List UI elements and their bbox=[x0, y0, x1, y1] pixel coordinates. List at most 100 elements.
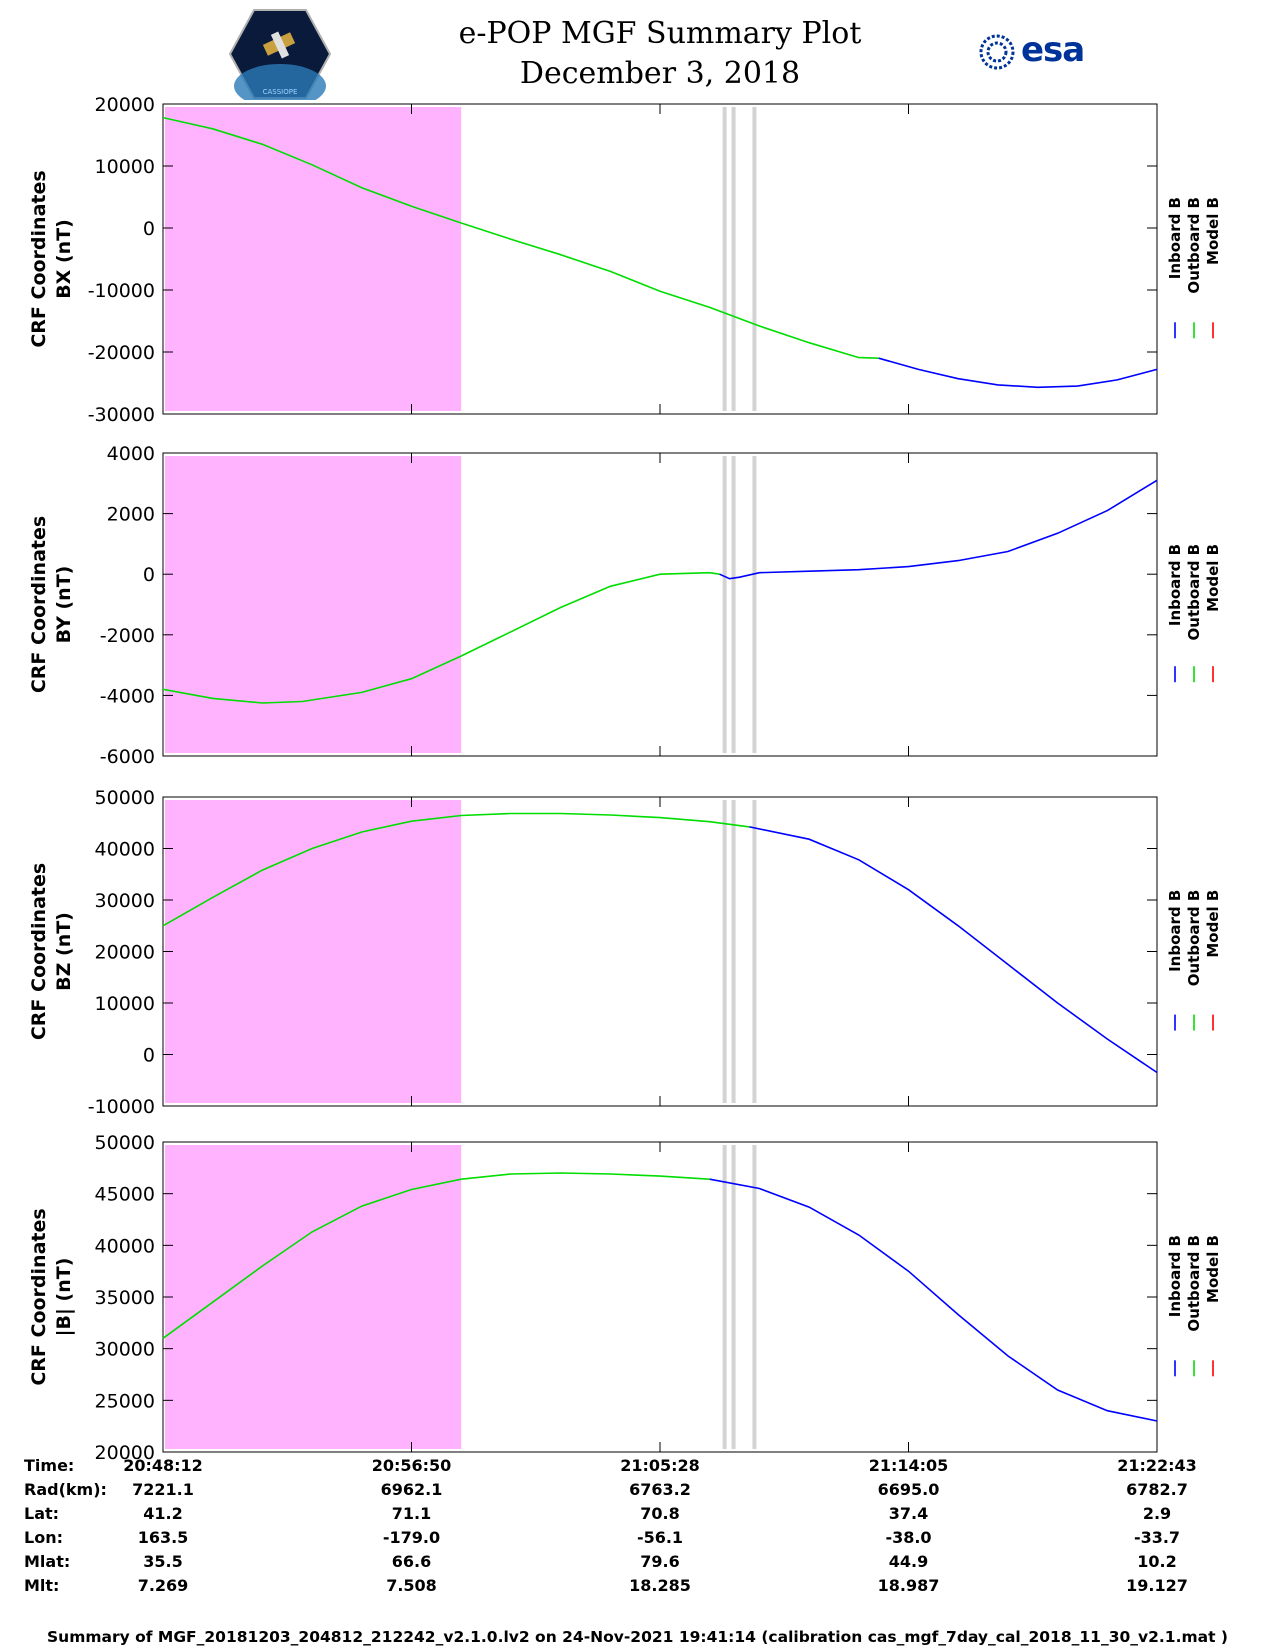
y-axis-label: CRF Coordinates bbox=[28, 863, 50, 1040]
series-line-inboard-b bbox=[878, 357, 1158, 389]
table-cell: 66.6 bbox=[391, 1552, 432, 1571]
table-cell: 20:48:12 bbox=[123, 1456, 203, 1475]
legend-label: Outboard B bbox=[1185, 890, 1203, 987]
y-tick-label: 50000 bbox=[95, 1132, 155, 1154]
data-gap-bar bbox=[731, 456, 736, 753]
table-cell: 6763.2 bbox=[629, 1480, 691, 1499]
table-cell: -33.7 bbox=[1133, 1528, 1181, 1547]
y-tick-label: 45000 bbox=[95, 1184, 155, 1206]
y-tick-label: 30000 bbox=[95, 890, 155, 912]
data-gap-bar bbox=[752, 800, 757, 1103]
panel-2: 4000 2000 0 -2000 -4000 -6000 CRF Coordinates B… bbox=[28, 443, 1222, 768]
series-line-outboard-b bbox=[162, 571, 720, 704]
y-tick-label: 50000 bbox=[95, 787, 155, 809]
table-cell: 37.4 bbox=[888, 1504, 929, 1523]
table-cell: -38.0 bbox=[885, 1528, 932, 1547]
y-tick-label: 35000 bbox=[95, 1287, 155, 1309]
legend-label: Inboard B bbox=[1166, 544, 1184, 626]
series-line-outboard-b bbox=[162, 812, 750, 927]
data-gap-bar bbox=[731, 107, 736, 411]
y-tick-label: -4000 bbox=[100, 685, 155, 707]
cassiope-logo-text: CASSIOPE bbox=[263, 88, 298, 96]
data-gap-bar bbox=[731, 1145, 736, 1449]
row-label: Mlat: bbox=[24, 1552, 71, 1571]
table-cell: 70.8 bbox=[640, 1504, 680, 1523]
legend-label: Model B bbox=[1204, 890, 1222, 958]
series-line-inboard-b bbox=[719, 479, 1158, 580]
y-tick-label: -2000 bbox=[100, 625, 155, 647]
y-tick-label: 4000 bbox=[107, 443, 155, 465]
table-cell: 7.508 bbox=[386, 1576, 437, 1595]
y-tick-label: -10000 bbox=[88, 1096, 155, 1118]
y-tick-label: 20000 bbox=[95, 1442, 155, 1460]
row-label: Time: bbox=[24, 1456, 75, 1475]
legend-label: Model B bbox=[1204, 544, 1222, 612]
table-cell: 35.5 bbox=[143, 1552, 183, 1571]
table-cell: 79.6 bbox=[640, 1552, 680, 1571]
table-cell: 6962.1 bbox=[380, 1480, 443, 1499]
header: CASSIOPE e-POP MGF Summary Plot December… bbox=[0, 0, 1275, 108]
table-cell: 10.2 bbox=[1137, 1552, 1177, 1571]
panel-4: 50000 45000 40000 35000 30000 25000 20000 CRF C… bbox=[28, 1132, 1222, 1460]
table-cell: 7.269 bbox=[137, 1576, 189, 1595]
legend-label: Model B bbox=[1204, 1235, 1222, 1303]
y-axis-label: CRF Coordinates bbox=[28, 1208, 50, 1385]
legend-label: Inboard B bbox=[1166, 1235, 1184, 1317]
y-tick-label: 30000 bbox=[95, 1339, 155, 1361]
table-cell: 20:56:50 bbox=[371, 1456, 452, 1475]
y-axis-label: BY (nT) bbox=[53, 566, 75, 644]
shaded-region bbox=[165, 1145, 462, 1449]
table-cell: 163.5 bbox=[137, 1528, 189, 1547]
table-cell: 19.127 bbox=[1126, 1576, 1188, 1595]
y-tick-label: 20000 bbox=[95, 942, 155, 964]
legend-label: Outboard B bbox=[1185, 544, 1203, 641]
y-tick-label: 25000 bbox=[95, 1390, 155, 1412]
esa-logo: esa bbox=[975, 30, 1095, 74]
summary-caption: Summary of MGF_20181203_204812_212242_v2… bbox=[47, 1628, 1228, 1646]
y-axis-label: |B| (nT) bbox=[53, 1258, 75, 1337]
shaded-region bbox=[165, 800, 462, 1103]
y-tick-label: 0 bbox=[143, 1045, 155, 1067]
table-cell: 71.1 bbox=[391, 1504, 432, 1523]
legend-label: Model B bbox=[1204, 197, 1222, 265]
data-gap-bar bbox=[722, 800, 727, 1103]
y-tick-label: -20000 bbox=[88, 342, 155, 364]
cassiope-logo: CASSIOPE bbox=[228, 8, 332, 108]
series-line-inboard-b bbox=[749, 826, 1158, 1074]
data-gap-bar bbox=[752, 456, 757, 753]
y-tick-label: -6000 bbox=[100, 746, 155, 768]
shaded-region bbox=[165, 107, 462, 411]
table-cell: -56.1 bbox=[636, 1528, 684, 1547]
y-tick-label: 0 bbox=[143, 218, 155, 240]
legend-label: Outboard B bbox=[1185, 197, 1203, 294]
row-label: Lat: bbox=[24, 1504, 60, 1523]
shaded-region bbox=[165, 456, 462, 753]
data-gap-bar bbox=[722, 456, 727, 753]
table-cell: 7221.1 bbox=[132, 1480, 194, 1499]
y-axis-label: CRF Coordinates bbox=[28, 516, 50, 693]
panel-1: 20000 10000 0 -10000 -20000 -30000 CRF Coordin… bbox=[28, 94, 1222, 426]
y-tick-label: 40000 bbox=[95, 1235, 155, 1257]
data-gap-bar bbox=[722, 1145, 727, 1449]
table-cell: 44.9 bbox=[888, 1552, 929, 1571]
series-line-outboard-b bbox=[162, 1172, 710, 1339]
data-gap-bar bbox=[731, 800, 736, 1103]
page-title: e-POP MGF Summary Plot bbox=[458, 16, 862, 51]
esa-logo-text: esa bbox=[1021, 30, 1085, 70]
y-tick-label: -30000 bbox=[88, 404, 155, 426]
y-tick-label: 10000 bbox=[95, 156, 155, 178]
legend-label: Outboard B bbox=[1185, 1235, 1203, 1332]
y-tick-label: 0 bbox=[143, 564, 155, 586]
row-label: Lon: bbox=[24, 1528, 63, 1547]
y-tick-label: 40000 bbox=[95, 839, 155, 861]
table-cell: 21:22:43 bbox=[1117, 1456, 1197, 1475]
legend-label: Inboard B bbox=[1166, 197, 1184, 279]
page-subtitle: December 3, 2018 bbox=[519, 56, 801, 91]
y-tick-label: 10000 bbox=[95, 993, 155, 1015]
y-tick-label: -10000 bbox=[88, 280, 155, 302]
row-label: Rad(km): bbox=[24, 1480, 107, 1499]
orbit-info-table: Time: Rad(km): Lat: Lon: Mlat: Mlt: 20:48:12 72… bbox=[0, 1456, 1275, 1626]
table-cell: 21:14:05 bbox=[868, 1456, 949, 1475]
legend-label: Inboard B bbox=[1166, 890, 1184, 972]
